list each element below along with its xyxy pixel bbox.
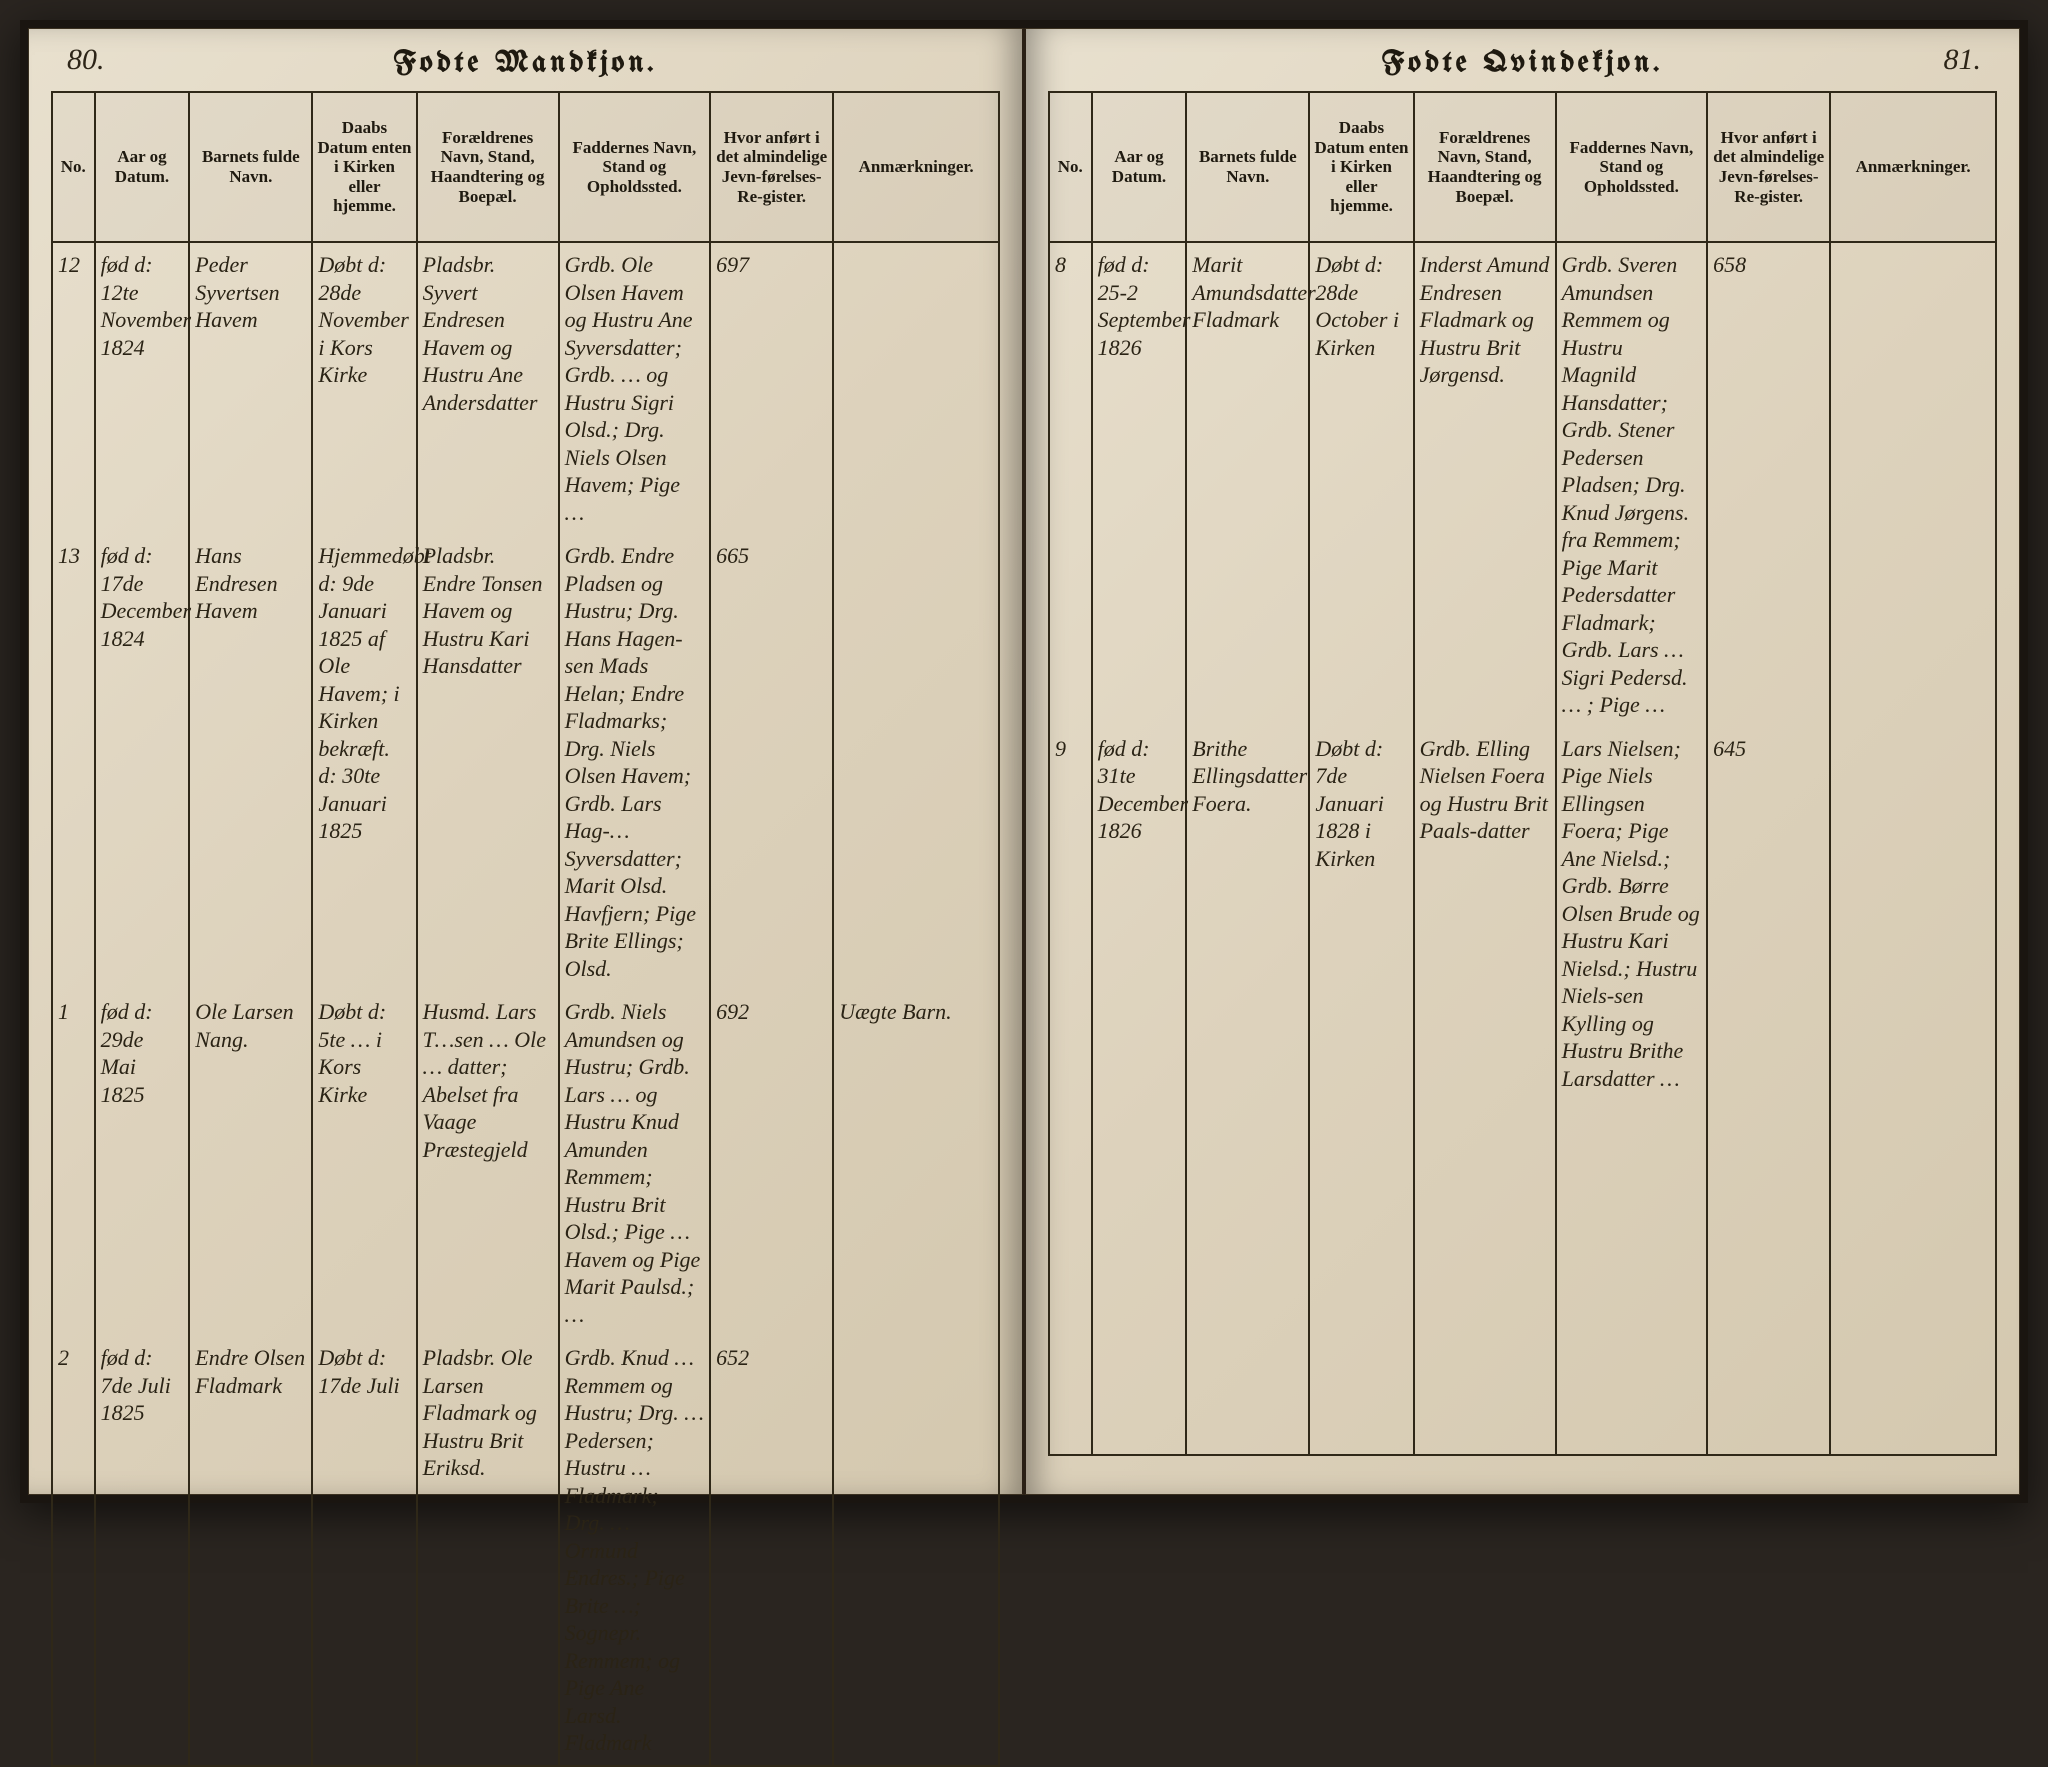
cell-remarks [833, 242, 999, 534]
cell-name: Marit Amundsdatter Fladmark [1186, 242, 1309, 727]
page-title-female: Fodte Qvindekjon. [1048, 47, 1997, 79]
cell-remarks: Uægte Barn. [833, 990, 999, 1336]
cell-parents: Husmd. Lars T…sen … Ole … datter; Abelse… [417, 990, 559, 1336]
cell-no: 2 [52, 1336, 95, 1766]
cell-baptism: Døbt d: 7de Januari 1828 i Kirken [1309, 727, 1413, 1101]
cell-parents: Pladsbr. Endre Tonsen Havem og Hustru Ka… [417, 534, 559, 990]
header-no: No. [52, 92, 95, 242]
empty-cell [1186, 1100, 1309, 1455]
register-table-left: No. Aar og Datum. Barnets fulde Navn. Da… [51, 91, 1000, 1767]
cell-remarks [833, 534, 999, 990]
header-parents: Forældrenes Navn, Stand, Haandtering og … [1414, 92, 1556, 242]
cell-no: 8 [1049, 242, 1092, 727]
cell-sponsors: Grdb. Ole Olsen Havem og Hustru Ane Syve… [559, 242, 711, 534]
table-row: 8 fød d: 25-2 September 1826 Marit Amund… [1049, 242, 1996, 727]
cell-parents: Inderst Amund Endresen Fladmark og Hustr… [1414, 242, 1556, 727]
header-baptism: Daabs Datum enten i Kirken eller hjemme. [1309, 92, 1413, 242]
cell-name: Peder Syvertsen Havem [189, 242, 312, 534]
cell-name: Ole Larsen Nang. [189, 990, 312, 1336]
cell-no: 9 [1049, 727, 1092, 1101]
cell-remarks [1830, 727, 1996, 1101]
header-name: Barnets fulde Navn. [189, 92, 312, 242]
header-register: Hvor anført i det almindelige Jevn-førel… [1707, 92, 1830, 242]
header-remarks: Anmærkninger. [1830, 92, 1996, 242]
header-date: Aar og Datum. [95, 92, 190, 242]
cell-sponsors: Grdb. Knud … Remmem og Hustru; Drg. … Pe… [559, 1336, 711, 1766]
cell-baptism: Døbt d: 5te … i Kors Kirke [312, 990, 416, 1336]
header-baptism: Daabs Datum enten i Kirken eller hjemme. [312, 92, 416, 242]
left-page: 80. Fodte Mandkjon. No. Aar og Datum. Ba… [28, 28, 1024, 1495]
table-row-empty [1049, 1100, 1996, 1455]
cell-parents: Pladsbr. Syvert Endresen Havem og Hustru… [417, 242, 559, 534]
header-parents: Forældrenes Navn, Stand, Haandtering og … [417, 92, 559, 242]
cell-baptism: Døbt d: 28de November i Kors Kirke [312, 242, 416, 534]
cell-date: fød d: 31te December 1826 [1092, 727, 1187, 1101]
cell-date: fød d: 29de Mai 1825 [95, 990, 190, 1336]
cell-name: Endre Olsen Fladmark [189, 1336, 312, 1766]
empty-cell [1830, 1100, 1996, 1455]
empty-cell [1414, 1100, 1556, 1455]
cell-baptism: Døbt d: 17de Juli [312, 1336, 416, 1766]
cell-date: fød d: 17de December 1824 [95, 534, 190, 990]
empty-cell [1309, 1100, 1413, 1455]
header-date: Aar og Datum. [1092, 92, 1187, 242]
cell-no: 1 [52, 990, 95, 1336]
page-number-right: 81. [1944, 43, 1982, 77]
cell-sponsors: Lars Nielsen; Pige Niels Ellingsen Foera… [1556, 727, 1708, 1101]
cell-register: 697 [710, 242, 833, 534]
empty-cell [1707, 1100, 1830, 1455]
header-name: Barnets fulde Navn. [1186, 92, 1309, 242]
table-row: 9 fød d: 31te December 1826 Brithe Ellin… [1049, 727, 1996, 1101]
cell-remarks [1830, 242, 1996, 727]
cell-date: fød d: 7de Juli 1825 [95, 1336, 190, 1766]
header-sponsors: Faddernes Navn, Stand og Opholdssted. [559, 92, 711, 242]
cell-sponsors: Grdb. Niels Amundsen og Hustru; Grdb. La… [559, 990, 711, 1336]
cell-no: 13 [52, 534, 95, 990]
right-page: 81. Fodte Qvindekjon. No. Aar og Datum. … [1024, 28, 2020, 1495]
table-row: 13 fød d: 17de December 1824 Hans Endres… [52, 534, 999, 990]
cell-register: 692 [710, 990, 833, 1336]
empty-cell [1092, 1100, 1187, 1455]
empty-cell [1556, 1100, 1708, 1455]
register-table-right: No. Aar og Datum. Barnets fulde Navn. Da… [1048, 91, 1997, 1456]
header-register: Hvor anført i det almindelige Jevn-førel… [710, 92, 833, 242]
cell-name: Brithe Ellingsdatter Foera. [1186, 727, 1309, 1101]
header-sponsors: Faddernes Navn, Stand og Opholdssted. [1556, 92, 1708, 242]
cell-baptism: Døbt d: 28de October i Kirken [1309, 242, 1413, 727]
cell-baptism: Hjemmedøbt d: 9de Januari 1825 af Ole Ha… [312, 534, 416, 990]
cell-date: fød d: 25-2 September 1826 [1092, 242, 1187, 727]
table-row: 12 fød d: 12te November 1824 Peder Syver… [52, 242, 999, 534]
cell-sponsors: Grdb. Endre Pladsen og Hustru; Drg. Hans… [559, 534, 711, 990]
cell-parents: Pladsbr. Ole Larsen Fladmark og Hustru B… [417, 1336, 559, 1766]
cell-remarks [833, 1336, 999, 1766]
cell-sponsors: Grdb. Sveren Amundsen Remmem og Hustru M… [1556, 242, 1708, 727]
parish-register-book: 80. Fodte Mandkjon. No. Aar og Datum. Ba… [20, 20, 2028, 1503]
cell-register: 645 [1707, 727, 1830, 1101]
table-row: 2 fød d: 7de Juli 1825 Endre Olsen Fladm… [52, 1336, 999, 1766]
empty-cell [1049, 1100, 1092, 1455]
header-no: No. [1049, 92, 1092, 242]
cell-name: Hans Endresen Havem [189, 534, 312, 990]
page-number-left: 80. [67, 43, 105, 77]
cell-register: 665 [710, 534, 833, 990]
page-title-male: Fodte Mandkjon. [51, 47, 1000, 79]
cell-register: 652 [710, 1336, 833, 1766]
cell-register: 658 [1707, 242, 1830, 727]
cell-no: 12 [52, 242, 95, 534]
table-row: 1 fød d: 29de Mai 1825 Ole Larsen Nang. … [52, 990, 999, 1336]
cell-parents: Grdb. Elling Nielsen Foera og Hustru Bri… [1414, 727, 1556, 1101]
header-remarks: Anmærkninger. [833, 92, 999, 242]
cell-date: fød d: 12te November 1824 [95, 242, 190, 534]
